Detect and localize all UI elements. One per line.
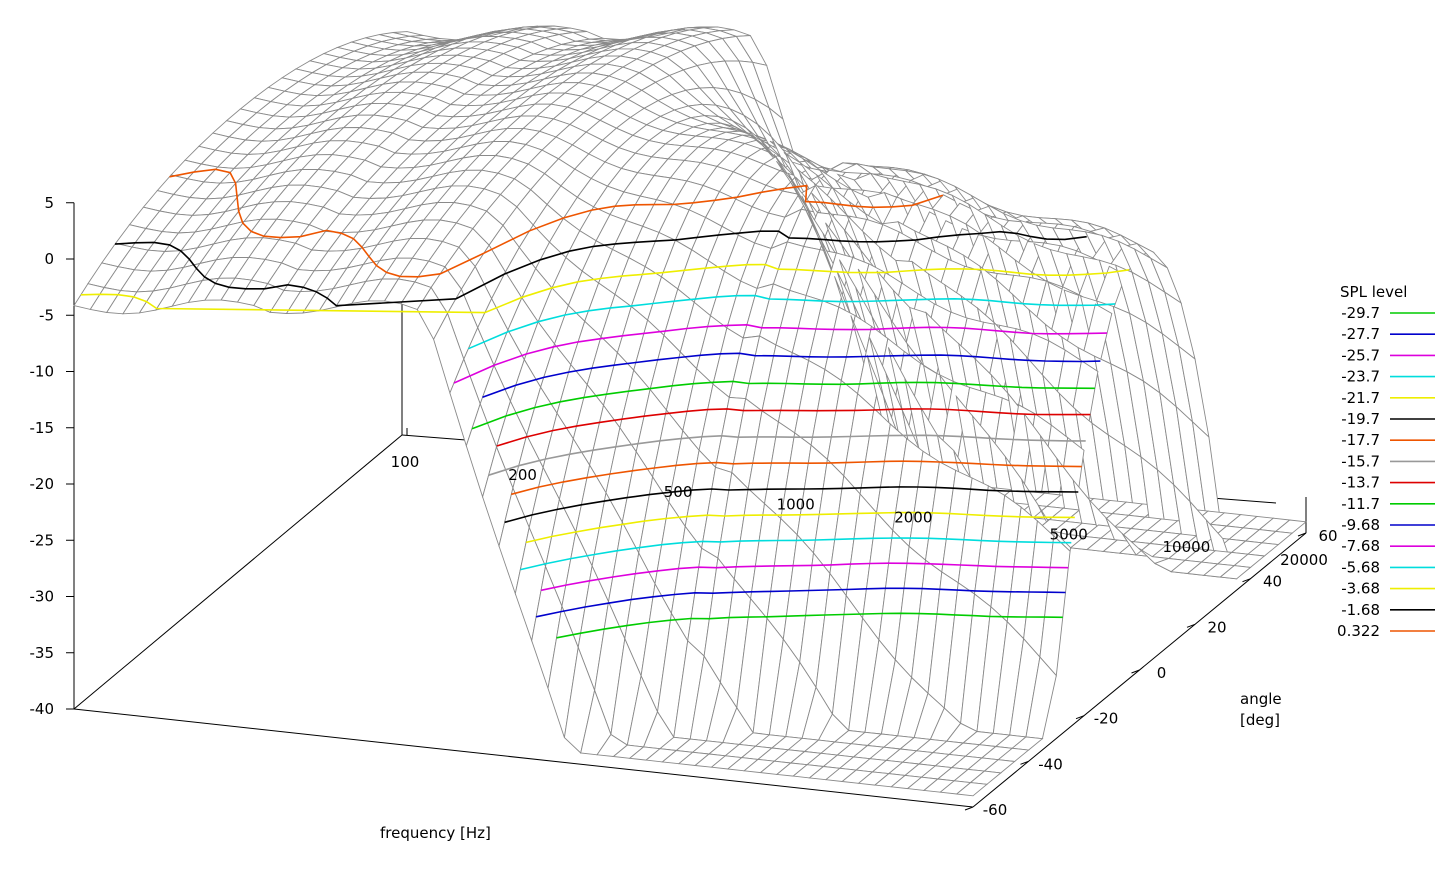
contour-line-0 — [556, 612, 1063, 639]
x-tick-label: 10000 — [1163, 538, 1211, 556]
x-tick-label: 200 — [508, 466, 537, 484]
legend-label: -25.7 — [1341, 346, 1380, 364]
y-axis-title: angle [deg] — [1240, 690, 1286, 729]
x-axis-title: frequency [Hz] — [380, 824, 491, 842]
y-tick-label: 40 — [1263, 573, 1282, 591]
surface-cell — [955, 782, 989, 797]
legend-label: -27.7 — [1341, 325, 1380, 343]
axis-labels: 50-5-10-15-20-25-30-35-40100200500100020… — [30, 194, 1338, 819]
legend-label: -5.68 — [1341, 558, 1380, 576]
legend-label: -29.7 — [1341, 304, 1380, 322]
contour-line-1 — [535, 587, 1066, 618]
z-tick-label: -15 — [30, 419, 55, 437]
surface-cell — [285, 290, 318, 314]
contour-lines — [80, 168, 1130, 639]
surface-mesh — [73, 25, 1308, 797]
z-tick-label: 0 — [44, 250, 54, 268]
x-tick-label: 100 — [391, 453, 420, 471]
contour-line-4 — [525, 511, 1075, 544]
y-tick-mark — [1242, 578, 1251, 583]
z-tick-label: -35 — [30, 644, 55, 662]
contour-line-6 — [511, 460, 1082, 496]
z-tick-label: -40 — [30, 700, 55, 718]
legend-label: -19.7 — [1341, 410, 1380, 428]
x-tick-label: 500 — [664, 483, 693, 501]
y-tick-label: 0 — [1157, 664, 1167, 682]
legend-label: -11.7 — [1341, 495, 1380, 513]
x-tick-label: 1000 — [777, 496, 815, 514]
y-tick-label: 20 — [1207, 618, 1226, 636]
y-tick-mark — [1075, 715, 1085, 720]
y-tick-label: -60 — [983, 801, 1008, 819]
contour-line-9 — [471, 380, 1095, 430]
contour-line-7 — [488, 434, 1086, 476]
contour-line-2 — [540, 562, 1069, 592]
x-tick-label: 5000 — [1050, 525, 1088, 543]
y-tick-mark — [1131, 669, 1140, 674]
contour-line-3 — [520, 537, 1072, 571]
legend-label: 0.322 — [1337, 622, 1380, 640]
legend-title: SPL level — [1340, 283, 1407, 301]
legend-label: -15.7 — [1341, 452, 1380, 470]
legend-label: -13.7 — [1341, 474, 1380, 492]
legend-label: -17.7 — [1341, 431, 1380, 449]
z-tick-label: -10 — [30, 363, 55, 381]
z-tick-label: -20 — [30, 475, 55, 493]
z-tick-label: -25 — [30, 531, 55, 549]
legend-label: -1.68 — [1341, 601, 1380, 619]
y-tick-label: -40 — [1038, 755, 1063, 773]
contour-line-12 — [468, 294, 1116, 350]
y-tick-mark — [1020, 760, 1029, 765]
back-left-axis-line — [73, 434, 403, 710]
y-tick-mark — [964, 806, 974, 811]
legend-label: -21.7 — [1341, 389, 1380, 407]
surface-cell — [122, 290, 155, 315]
legend-label: -9.68 — [1341, 516, 1380, 534]
x-axis-line — [73, 708, 974, 808]
contour-line-10 — [482, 352, 1101, 399]
contour-line-8 — [496, 408, 1091, 447]
y-tick-label: -20 — [1094, 710, 1119, 728]
legend: SPL level -29.7 -27.7 -25.7 -23.7 -21.7 -19.7… — [1337, 283, 1435, 640]
z-tick-label: -30 — [30, 588, 55, 606]
y-tick-label: 60 — [1318, 527, 1337, 545]
contour-line-15 — [169, 168, 944, 278]
z-tick-label: -5 — [39, 306, 54, 324]
x-tick-label: 2000 — [894, 508, 932, 526]
surface-cell — [1219, 565, 1252, 580]
y-tick-mark — [1297, 532, 1307, 537]
legend-label: -7.68 — [1341, 537, 1380, 555]
legend-label: -23.7 — [1341, 368, 1380, 386]
contour-line-5 — [504, 486, 1079, 524]
x-tick-label: 20000 — [1280, 551, 1328, 569]
contour-line-14 — [114, 230, 1087, 307]
contour-line-11 — [453, 323, 1108, 384]
legend-label: -3.68 — [1341, 580, 1380, 598]
z-tick-label: 5 — [44, 194, 54, 212]
y-tick-mark — [1186, 623, 1196, 628]
contour-line-13 — [80, 263, 1130, 314]
